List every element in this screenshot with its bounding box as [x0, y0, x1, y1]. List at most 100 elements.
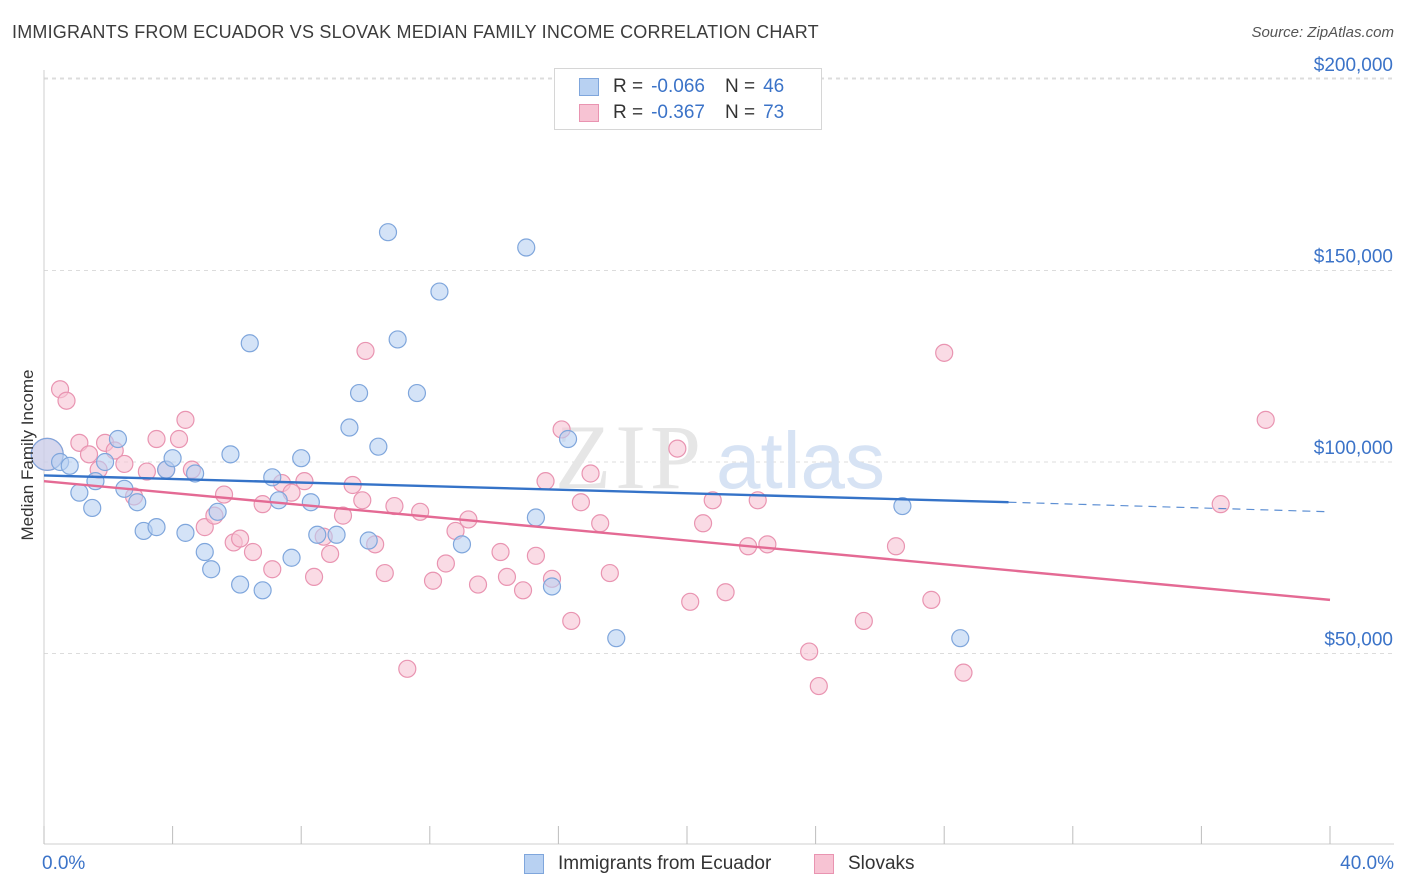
- slovak-point: [169, 429, 189, 449]
- chart-title: IMMIGRANTS FROM ECUADOR VS SLOVAK MEDIAN…: [12, 22, 819, 42]
- legend-row-slovak: R = -0.367 N = 73: [579, 101, 784, 125]
- zipatlas-watermark: ZIP atlas: [555, 406, 885, 508]
- slovak-point: [809, 676, 828, 696]
- legend-r-value: -0.367: [651, 102, 705, 123]
- slovak-point: [526, 546, 545, 565]
- slovak-point: [1211, 495, 1230, 514]
- ecuador-point: [163, 449, 182, 468]
- slovak-point: [854, 611, 873, 631]
- series-swatch-ecuador: [524, 854, 544, 874]
- slovak-point: [333, 506, 353, 525]
- legend-n-value: 73: [763, 102, 785, 123]
- ecuador-point: [202, 560, 221, 579]
- ecuador-point: [542, 577, 562, 596]
- ecuador-point: [128, 493, 147, 512]
- axes: $50,000 $100,000 $150,000 $200,000 0.0% 40.0%: [42, 55, 1394, 874]
- slovak-point: [423, 571, 443, 590]
- ecuador-point: [349, 383, 369, 403]
- ecuador-point: [517, 238, 536, 257]
- slovak-point: [57, 391, 76, 410]
- slovak-point: [681, 592, 700, 611]
- slovak-trend-line: [43, 479, 1331, 602]
- slovak-point: [137, 462, 156, 481]
- series-label-slovak: Slovaks: [848, 853, 915, 874]
- slovak-point: [703, 491, 722, 510]
- slovak-point: [468, 575, 488, 594]
- ecuador-point: [388, 330, 407, 349]
- slovak-point: [176, 410, 195, 429]
- slovak-point: [263, 560, 282, 579]
- slovak-point: [375, 563, 394, 583]
- series-swatch-slovak: [814, 854, 834, 874]
- ecuador-point: [221, 445, 240, 464]
- series-legend-slovak: Slovaks: [814, 850, 915, 878]
- ecuador-point: [301, 493, 320, 512]
- gridlines: [44, 77, 1394, 654]
- ecuador-point: [263, 468, 282, 487]
- legend-row-ecuador: R = -0.066 N = 46: [579, 75, 784, 99]
- slovak-point: [411, 502, 430, 521]
- ecuador-point: [95, 452, 115, 472]
- slovak-point: [758, 535, 777, 554]
- ecuador-point: [253, 581, 272, 600]
- slovak-point: [321, 544, 340, 564]
- slovak-point: [954, 663, 973, 682]
- slovak-point: [497, 567, 517, 587]
- legend-n-label: N =: [724, 76, 756, 97]
- watermark-atlas: atlas: [716, 416, 885, 505]
- y-tick-label: $150,000: [1314, 247, 1393, 268]
- slovak-point: [353, 491, 372, 510]
- slovak-point: [147, 429, 166, 449]
- legend-r-label: R =: [613, 102, 644, 123]
- slovak-point: [436, 554, 455, 573]
- y-axis-label: Median Family Income: [18, 369, 37, 540]
- slovak-point: [581, 464, 600, 483]
- ecuador-point: [558, 429, 578, 449]
- slovak-point: [886, 537, 906, 556]
- slovak-point: [693, 514, 713, 533]
- ecuador-point: [607, 629, 626, 648]
- ecuador-trend-line: [43, 474, 1009, 504]
- legend-swatch-slovak: [579, 104, 599, 122]
- slovak-point: [356, 341, 375, 361]
- ecuador-point: [407, 383, 427, 403]
- ecuador-point: [108, 429, 128, 449]
- slovak-point: [536, 472, 555, 491]
- slovak-point: [79, 445, 99, 464]
- slovak-point: [562, 611, 581, 631]
- slovak-point: [1256, 410, 1275, 429]
- ecuador-point: [893, 496, 912, 516]
- slovak-point: [716, 583, 735, 602]
- ecuador-point: [526, 508, 545, 527]
- slovak-point: [295, 472, 314, 491]
- slovak-point: [214, 485, 234, 504]
- ecuador-point: [231, 575, 250, 594]
- ecuador-point: [208, 502, 227, 521]
- ecuador-point: [308, 525, 327, 544]
- slovak-point: [668, 439, 687, 458]
- ecuador-point: [70, 483, 89, 502]
- legend-n-label: N =: [724, 102, 756, 123]
- legend-r-label: R =: [613, 76, 644, 97]
- ecuador-point: [452, 535, 472, 554]
- series-legend-ecuador: Immigrants from Ecuador: [524, 850, 771, 878]
- ecuador-point: [951, 629, 970, 648]
- slovak-point: [253, 495, 272, 514]
- ecuador-point: [195, 542, 214, 562]
- trend-lines: [43, 474, 1331, 602]
- slovak-point: [591, 514, 610, 533]
- y-tick-label: $50,000: [1324, 630, 1393, 651]
- ecuador-point: [269, 491, 288, 510]
- legend-n-value: 46: [763, 76, 785, 97]
- ecuador-point: [282, 548, 301, 567]
- slovak-point: [513, 581, 533, 600]
- slovak-point: [398, 659, 417, 678]
- x-tick-label-max: 40.0%: [1340, 853, 1394, 874]
- ecuador-point: [83, 498, 102, 518]
- correlation-legend: R = -0.066 N = 46 R = -0.367 N = 73: [554, 68, 822, 130]
- slovak-point: [800, 642, 819, 661]
- ecuador-point: [369, 437, 388, 456]
- slovak-point: [243, 542, 263, 562]
- x-tick-label-min: 0.0%: [42, 853, 85, 874]
